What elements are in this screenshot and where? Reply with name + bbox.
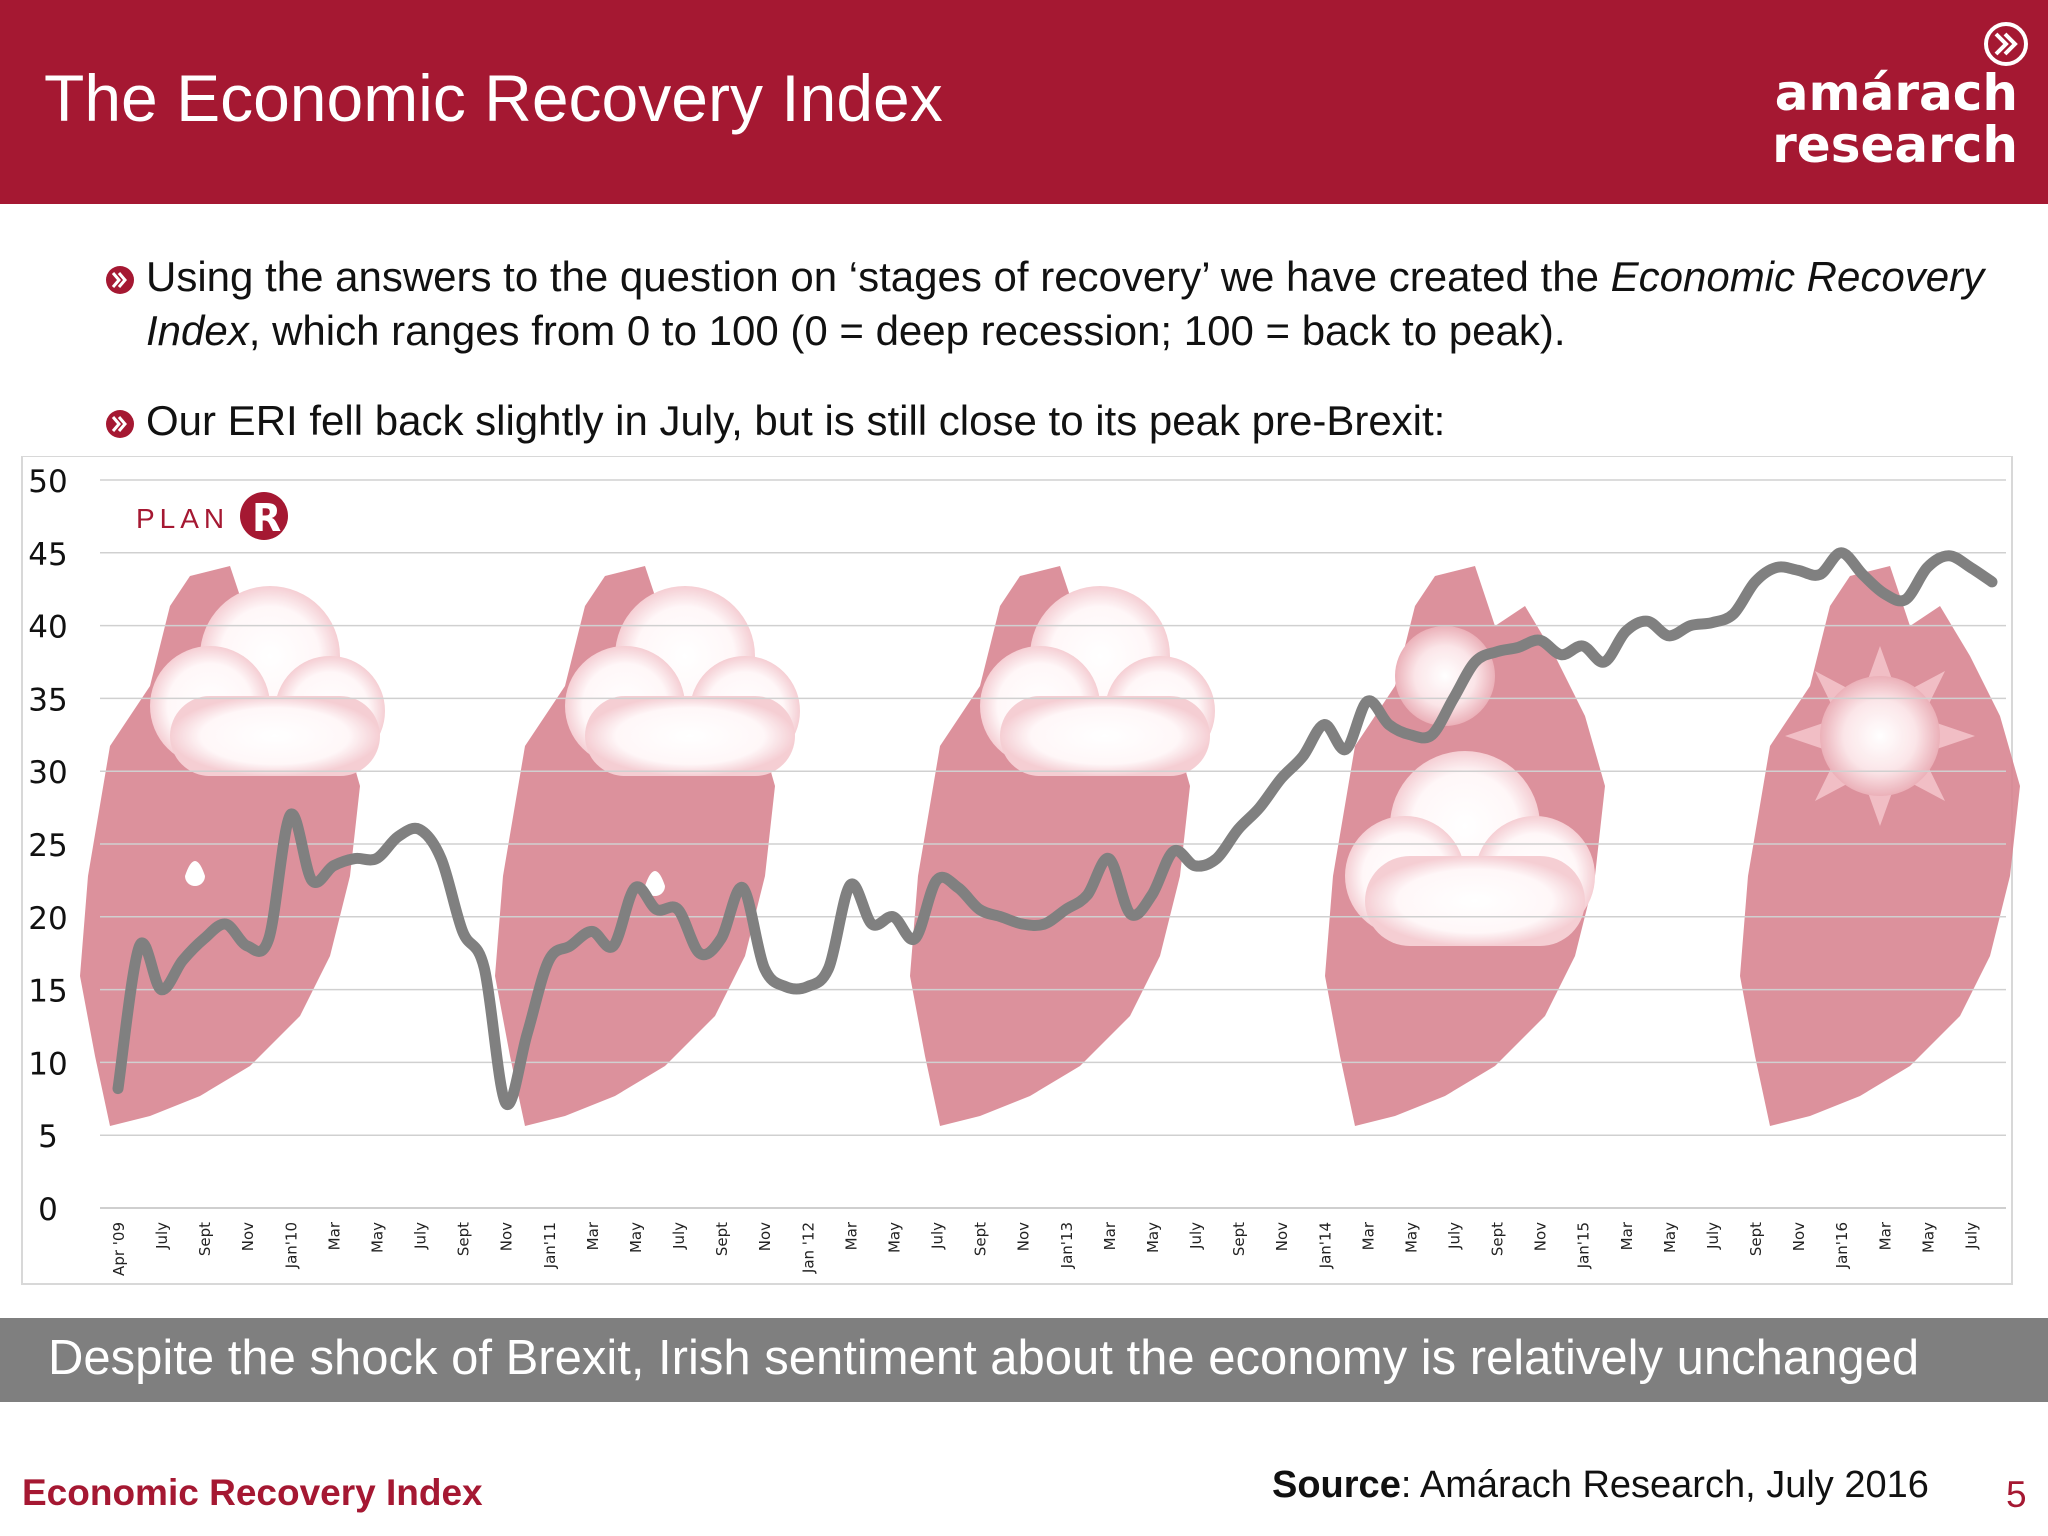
x-tick-label: July [670, 1222, 688, 1250]
cloud-icon [150, 586, 385, 776]
x-tick-label: May [627, 1222, 645, 1253]
x-tick-label: May [368, 1222, 386, 1253]
x-tick-label: Mar [842, 1221, 860, 1250]
x-tick-label: Sept [972, 1222, 990, 1256]
x-tick-label: Sept [1230, 1222, 1248, 1256]
x-tick-label: May [1919, 1222, 1937, 1253]
plan-r-letter: R [252, 496, 281, 540]
ireland-map-rain [80, 566, 385, 1126]
x-tick-label: Nov [1273, 1222, 1291, 1251]
source-note: Source: Amárach Research, July 2016 [1272, 1464, 1929, 1507]
sun-icon [1395, 626, 1495, 726]
x-tick-label: Jan'14 [1316, 1222, 1334, 1269]
x-tick-label: Nov [1790, 1222, 1808, 1251]
x-tick-label: Apr '09 [110, 1222, 128, 1276]
y-tick-label: 35 [28, 682, 67, 718]
x-tick-label: Jan'15 [1575, 1222, 1593, 1269]
y-tick-label: 50 [28, 464, 67, 500]
y-tick-label: 25 [28, 828, 67, 864]
x-tick-label: July [1445, 1222, 1463, 1250]
cloud-icon [1345, 751, 1595, 946]
ireland-map-sunny [1740, 566, 2020, 1126]
x-tick-label: Jan '12 [799, 1222, 817, 1274]
source-text: : Amárach Research, July 2016 [1400, 1464, 1929, 1506]
x-tick-label: May [1661, 1222, 1679, 1253]
x-tick-label: July [1704, 1222, 1722, 1250]
x-tick-label: July [412, 1222, 430, 1250]
x-tick-label: Jan'13 [1058, 1222, 1076, 1269]
x-tick-label: Mar [584, 1221, 602, 1250]
series-group [112, 547, 1998, 1111]
x-tick-label: Nov [1015, 1222, 1033, 1251]
plan-r-word: PLAN [136, 503, 229, 534]
y-axis: 0 5 10 15 20 25 30 35 40 45 50 [28, 464, 67, 1228]
x-tick-label: Sept [196, 1222, 214, 1256]
y-tick-label: 45 [28, 537, 67, 573]
bullet-text: Using the answers to the question on ‘st… [146, 253, 1985, 354]
background-maps [80, 566, 2020, 1126]
banner-text: Despite the shock of Brexit, Irish senti… [48, 1331, 1920, 1385]
page-title: The Economic Recovery Index [44, 61, 943, 135]
x-tick-label: Jan'10 [282, 1222, 300, 1269]
chevron-circle-icon [1984, 22, 2028, 66]
bullet-item: Our ERI fell back slightly in July, but … [104, 394, 2004, 448]
x-tick-label: Nov [756, 1222, 774, 1251]
bullet-chevron-icon [106, 266, 134, 294]
bullet-item: Using the answers to the question on ‘st… [104, 250, 2004, 358]
x-tick-label: Mar [1618, 1221, 1636, 1250]
logo-text-amarach: amárach [1774, 64, 2018, 122]
x-axis: Apr '09 July Sept Nov Jan'10 Mar May July Sept No… [110, 1221, 1980, 1276]
bullet-chevron-icon [106, 410, 134, 438]
sun-icon [1820, 676, 1940, 796]
page-number: 5 [2006, 1474, 2027, 1515]
x-tick-label: Mar [1101, 1221, 1119, 1250]
plan-r-badge [240, 492, 288, 540]
series-line-eri [112, 547, 1998, 1111]
y-tick-label: 20 [28, 901, 67, 937]
ireland-map-sun-cloud [1325, 566, 1605, 1126]
x-tick-label: Nov [498, 1222, 516, 1251]
x-tick-label: July [929, 1222, 947, 1250]
y-tick-label: 5 [38, 1119, 58, 1155]
y-tick-label: 40 [28, 610, 67, 646]
y-tick-label: 0 [38, 1192, 58, 1228]
raindrop-icon [355, 963, 371, 984]
eri-line-chart: 0 5 10 15 20 25 30 35 40 45 50 Apr '09 July Sept Nov J… [21, 456, 2020, 1285]
cloud-icon [565, 586, 800, 776]
x-tick-label: Jan'16 [1833, 1222, 1851, 1269]
cloud-icon [980, 586, 1215, 776]
x-tick-label: May [1402, 1222, 1420, 1253]
x-tick-label: May [1144, 1222, 1162, 1253]
y-tick-label: 10 [28, 1046, 67, 1082]
conclusion-banner: Despite the shock of Brexit, Irish senti… [0, 1318, 2048, 1402]
x-tick-label: Jan'11 [541, 1222, 559, 1269]
plan-r-watermark: PLAN R [136, 492, 288, 540]
amarach-logo: amárach research [1740, 20, 2030, 180]
x-tick-label: Mar [325, 1221, 343, 1250]
raindrop-icon [185, 861, 205, 886]
source-label: Source [1272, 1464, 1401, 1506]
raindrop-icon [645, 871, 665, 896]
x-tick-label: July [1187, 1222, 1205, 1250]
x-tick-label: Mar [1359, 1221, 1377, 1250]
x-tick-label: Sept [713, 1222, 731, 1256]
y-tick-label: 30 [28, 755, 67, 791]
x-tick-label: Nov [1532, 1222, 1550, 1251]
x-tick-label: Sept [455, 1222, 473, 1256]
logo-text-research: research [1772, 116, 2018, 174]
ireland-map-rain [495, 566, 800, 1126]
x-tick-label: Sept [1489, 1222, 1507, 1256]
x-tick-label: Mar [1876, 1221, 1894, 1250]
gridlines [100, 479, 2006, 1209]
x-tick-label: May [885, 1222, 903, 1253]
header-bar: The Economic Recovery Index amárach rese… [0, 0, 2048, 204]
bullet-text: Our ERI fell back slightly in July, but … [146, 397, 1446, 444]
x-tick-label: July [1962, 1222, 1980, 1250]
ireland-map-cloudy [910, 566, 1215, 1126]
x-tick-label: Nov [239, 1222, 257, 1251]
y-tick-label: 15 [28, 974, 67, 1010]
x-tick-label: July [153, 1222, 171, 1250]
x-tick-label: Sept [1747, 1222, 1765, 1256]
footer-label: Economic Recovery Index [22, 1472, 483, 1513]
